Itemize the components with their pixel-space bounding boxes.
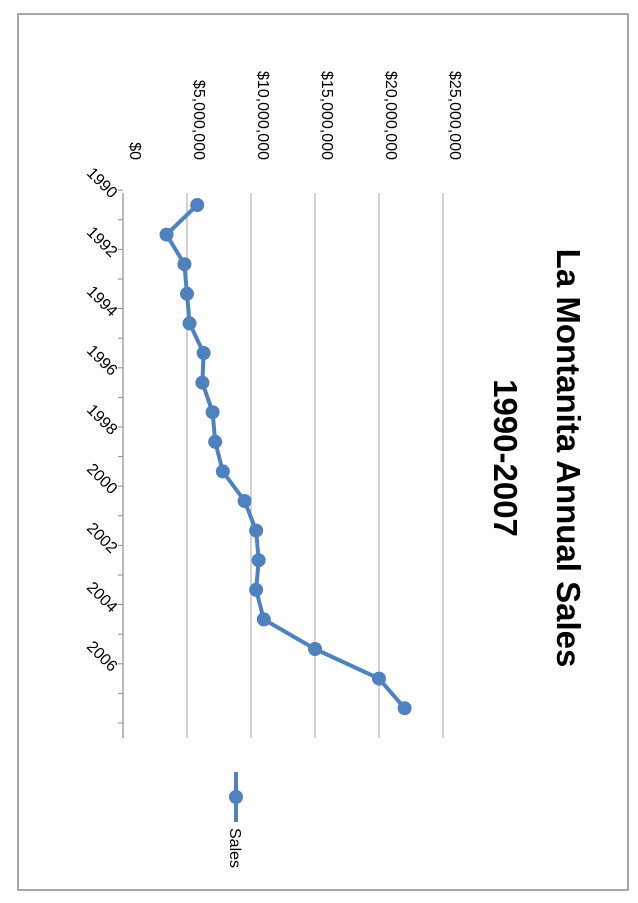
data-point — [208, 434, 223, 449]
plot-area — [118, 189, 444, 738]
data-point — [205, 405, 220, 420]
legend: Sales — [226, 772, 243, 868]
chart-title-line-1: La Montanita Annual Sales — [550, 249, 587, 668]
data-point — [195, 375, 210, 390]
data-point — [182, 316, 197, 331]
y-tick-label: $25,000,000 — [446, 71, 463, 160]
y-tick-label: $20,000,000 — [382, 71, 399, 160]
data-point — [237, 494, 252, 508]
chart-title: La Montanita Annual Sales 1990-2007 — [487, 249, 587, 668]
chart-border — [17, 13, 629, 891]
data-point — [196, 346, 211, 360]
data-point — [180, 286, 194, 301]
data-point — [251, 553, 266, 568]
chart-title-line-2: 1990-2007 — [487, 379, 524, 537]
y-tick-label: $0 — [126, 142, 143, 160]
data-point — [159, 227, 174, 242]
y-tick-label: $10,000,000 — [254, 71, 271, 160]
data-point — [397, 701, 412, 716]
data-point — [308, 642, 322, 656]
y-tick-label: $5,000,000 — [190, 80, 207, 160]
legend-label-sales: Sales — [226, 828, 243, 868]
data-point — [215, 464, 230, 479]
data-point — [249, 523, 264, 538]
data-point — [249, 582, 264, 597]
data-point — [177, 257, 192, 272]
legend-marker — [229, 790, 243, 804]
data-point — [372, 671, 386, 686]
data-point — [190, 198, 205, 212]
data-point — [256, 612, 271, 627]
y-tick-label: $15,000,000 — [318, 71, 335, 160]
